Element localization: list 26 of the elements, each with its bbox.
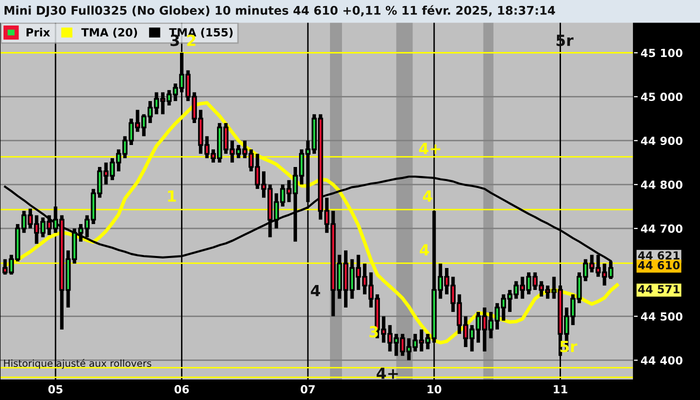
y-tick-label: 44 800 bbox=[640, 180, 682, 189]
ref-line-label: 44 621 bbox=[638, 251, 680, 260]
annotation: 3 bbox=[170, 34, 179, 46]
y-tick-label: 44 900 bbox=[640, 136, 682, 145]
chart-title: Mini DJ30 Full0325 (No Globex) 10 minutes 44 610 +0,11 % 11 févr. 2025, 18:37:14 bbox=[4, 5, 556, 18]
y-tick-label: 44 500 bbox=[640, 312, 682, 321]
annotation: 2 bbox=[187, 34, 196, 46]
x-tick-label: 10 bbox=[428, 385, 442, 394]
annotation: 1 bbox=[168, 190, 176, 202]
x-tick-label: 11 bbox=[554, 385, 568, 394]
text: 44 571 bbox=[638, 285, 680, 294]
legend-label: Prix bbox=[26, 28, 50, 36]
annotation: 4 bbox=[310, 285, 320, 296]
y-tick-label: 45 000 bbox=[640, 92, 682, 102]
annotation: 4 bbox=[422, 190, 432, 202]
x-tick-label: 05 bbox=[48, 385, 62, 394]
annotation: 4 bbox=[420, 244, 430, 256]
legend-label: TMA (20) bbox=[81, 28, 138, 38]
y-tick-label: 44 400 bbox=[640, 356, 682, 365]
x-tick-label: 07 bbox=[300, 385, 315, 394]
annotation: 4+ bbox=[376, 368, 398, 379]
text: 44 610 bbox=[638, 260, 680, 270]
y-tick-label: 44 700 bbox=[640, 224, 682, 233]
x-tick-label: 06 bbox=[174, 385, 189, 394]
y-tick-label: 45 100 bbox=[640, 48, 682, 58]
annotation: Historique ajusté aux rollovers bbox=[4, 358, 152, 369]
